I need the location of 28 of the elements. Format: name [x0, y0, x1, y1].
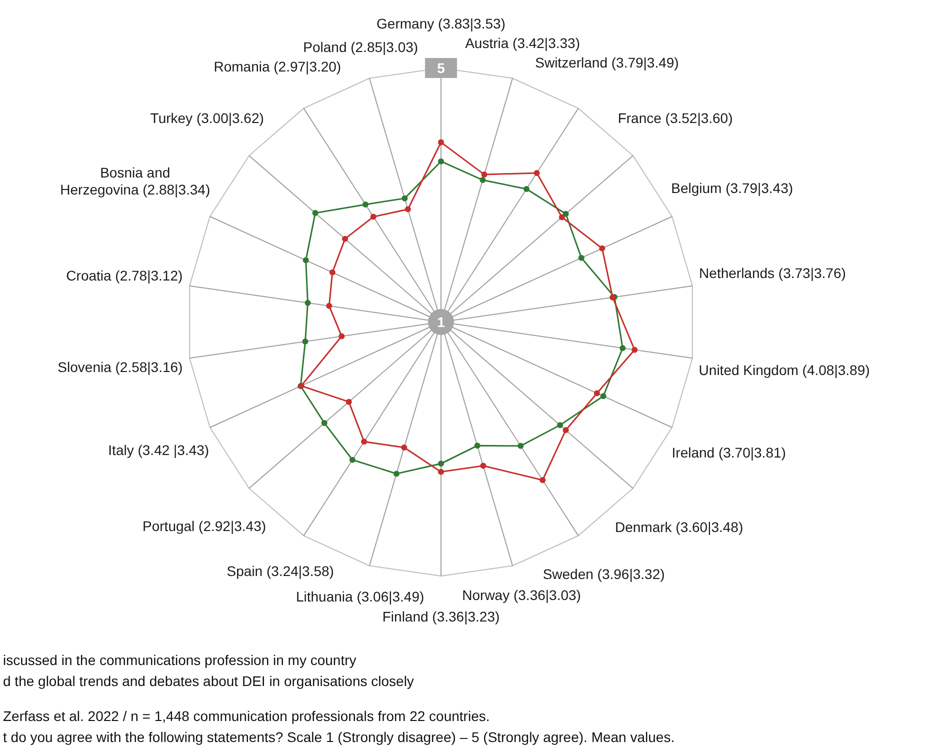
- spoke-label: Germany (3.83|3.53): [376, 15, 506, 32]
- spoke-label: Sweden (3.96|3.32): [542, 566, 665, 582]
- spoke-label: Bosnia and Herzegovina (2.88|3.34): [60, 164, 210, 198]
- text: d the global trends and debates about DEI in organisations closely: [3, 672, 415, 691]
- spoke-label: Denmark (3.60|3.48): [614, 519, 744, 536]
- text: t do you agree with the following statements? Scale 1 (Strongly disagree) – 5 (Strongly agree). Mean values.: [3, 728, 676, 747]
- spoke-label: Spain (3.24|3.58): [226, 562, 334, 579]
- spoke-label: Italy (3.42 |3.43): [108, 442, 210, 458]
- y-tick-label: 5: [437, 60, 446, 76]
- spoke-label: Ireland (3.70|3.81): [672, 444, 786, 460]
- spoke-label: Slovenia (2.58|3.16): [58, 358, 183, 375]
- text: iscussed in the communications profession in my country: [3, 651, 358, 670]
- spoke-label: Romania (2.97|3.20): [214, 58, 342, 74]
- spoke-label: Norway (3.36|3.03): [462, 587, 581, 604]
- text: Zerfass et al. 2022 / n = 1,448 communication professionals from 22 countries.: [3, 707, 491, 726]
- spoke-label: United Kingdom (4.08|3.89): [698, 362, 870, 378]
- spoke-label: Switzerland (3.79|3.49): [535, 54, 679, 71]
- spoke-label: France (3.52|3.60): [618, 110, 733, 126]
- spoke-label: Turkey (3.00|3.62): [150, 110, 264, 126]
- spoke-label: Portugal (2.92|3.43): [142, 518, 266, 534]
- spoke-label: Austria (3.42|3.33): [465, 35, 580, 52]
- spoke-label: Poland (2.85|3.03): [303, 39, 418, 56]
- spoke-label: Netherlands (3.73|3.76): [699, 265, 846, 282]
- spoke-label: Finland (3.36|3.23): [382, 608, 500, 624]
- spoke-label: Belgium (3.79|3.43): [671, 180, 794, 196]
- y-tick-label: 1: [437, 314, 446, 330]
- spoke-label: Lithuania (3.06|3.49): [296, 588, 424, 604]
- spoke-label: Croatia (2.78|3.12): [66, 267, 183, 284]
